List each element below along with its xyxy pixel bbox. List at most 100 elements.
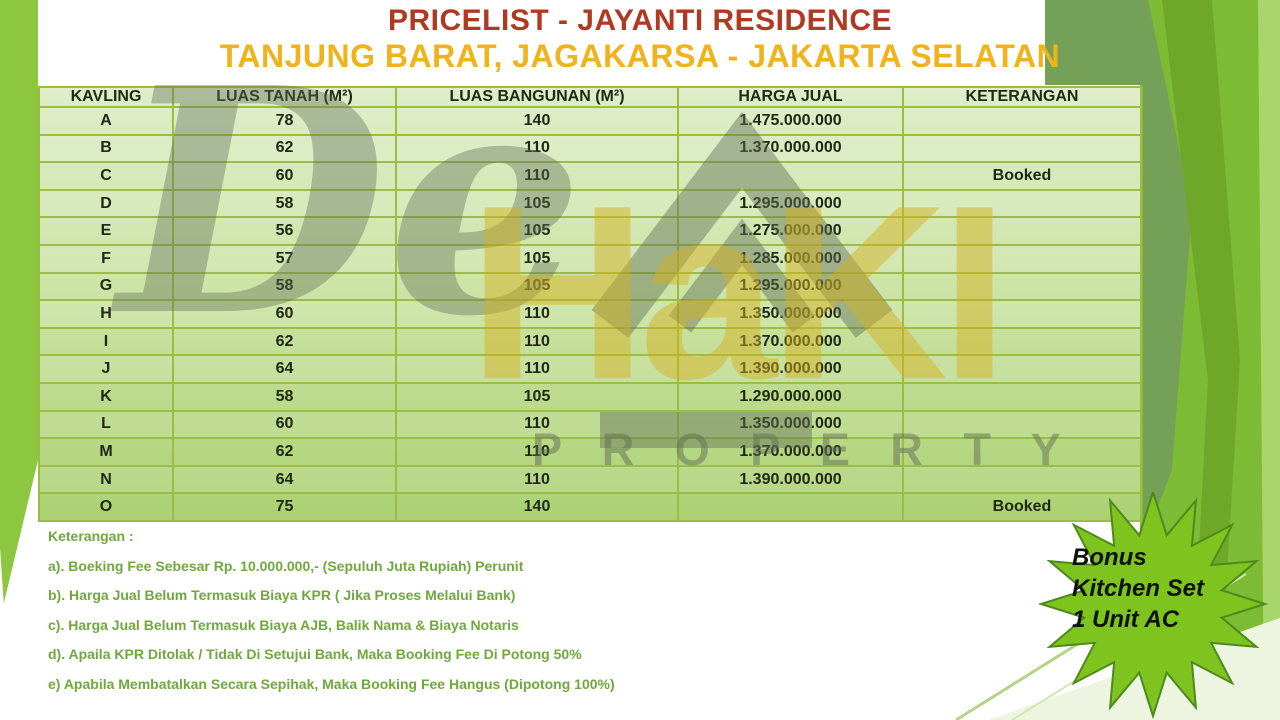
table-row: I 62 110 1.370.000.000 (38, 326, 1142, 357)
bonus-badge: Bonus Kitchen Set 1 Unit AC (1072, 542, 1204, 635)
cell-harga-jual: 1.285.000.000 (677, 243, 904, 274)
cell-harga-jual: 1.390.000.000 (677, 464, 904, 495)
table-row: L 60 110 1.350.000.000 (38, 409, 1142, 440)
cell-keterangan: Booked (902, 161, 1142, 191)
cell-kavling: I (38, 326, 174, 357)
table-row: A 78 140 1.475.000.000 (38, 106, 1142, 136)
badge-line: 1 Unit AC (1072, 606, 1180, 633)
cell-keterangan (902, 326, 1142, 357)
cell-keterangan (902, 381, 1142, 412)
cell-harga-jual: 1.370.000.000 (677, 326, 904, 357)
cell-luas-tanah: 62 (172, 437, 397, 467)
cell-harga-jual (677, 161, 904, 191)
page-header: PRICELIST - JAYANTI RESIDENCE TANJUNG BA… (0, 4, 1280, 74)
column-header-keterangan: KETERANGAN (902, 86, 1142, 108)
note-item: a). Boeking Fee Sebesar Rp. 10.000.000,-… (48, 557, 524, 574)
column-header-harga-jual: HARGA JUAL (677, 86, 904, 108)
cell-luas-bangunan: 140 (395, 106, 679, 136)
cell-luas-tanah: 64 (172, 354, 397, 384)
table-row: E 56 105 1.275.000.000 (38, 216, 1142, 246)
table-row: B 62 110 1.370.000.000 (38, 133, 1142, 164)
cell-luas-tanah: 62 (172, 326, 397, 357)
cell-luas-tanah: 60 (172, 161, 397, 191)
cell-luas-bangunan: 110 (395, 161, 679, 191)
cell-kavling: E (38, 216, 174, 246)
cell-harga-jual: 1.475.000.000 (677, 106, 904, 136)
cell-harga-jual: 1.350.000.000 (677, 409, 904, 440)
notes-section: Keterangan : a). Boeking Fee Sebesar Rp.… (48, 522, 615, 699)
cell-luas-bangunan: 140 (395, 492, 679, 522)
cell-kavling: H (38, 299, 174, 329)
cell-luas-tanah: 58 (172, 188, 397, 219)
cell-luas-bangunan: 110 (395, 437, 679, 467)
notes-heading: Keterangan : (48, 528, 134, 544)
cell-keterangan (902, 216, 1142, 246)
table-row: D 58 105 1.295.000.000 (38, 188, 1142, 219)
cell-harga-jual: 1.370.000.000 (677, 133, 904, 164)
cell-luas-tanah: 57 (172, 243, 397, 274)
cell-keterangan (902, 299, 1142, 329)
table-row: M 62 110 1.370.000.000 (38, 437, 1142, 467)
cell-luas-bangunan: 105 (395, 188, 679, 219)
cell-luas-tanah: 58 (172, 271, 397, 302)
cell-luas-bangunan: 110 (395, 326, 679, 357)
cell-kavling: A (38, 106, 174, 136)
page-subtitle: TANJUNG BARAT, JAGAKARSA - JAKARTA SELAT… (219, 38, 1061, 74)
cell-keterangan (902, 133, 1142, 164)
cell-luas-bangunan: 110 (395, 299, 679, 329)
badge-line: Bonus (1072, 544, 1147, 571)
cell-keterangan: Booked (902, 492, 1142, 522)
page-title: PRICELIST - JAYANTI RESIDENCE (387, 4, 893, 37)
cell-kavling: K (38, 381, 174, 412)
cell-harga-jual (677, 492, 904, 522)
cell-kavling: B (38, 133, 174, 164)
table-row: O 75 140 Booked (38, 492, 1142, 522)
starburst-icon (1037, 492, 1269, 720)
cell-kavling: J (38, 354, 174, 384)
cell-luas-tanah: 62 (172, 133, 397, 164)
column-header-kavling: KAVLING (38, 86, 174, 108)
table-header-row: KAVLING LUAS TANAH (M²) LUAS BANGUNAN (M… (38, 86, 1142, 108)
cell-luas-bangunan: 110 (395, 133, 679, 164)
cell-kavling: N (38, 464, 174, 495)
cell-keterangan (902, 243, 1142, 274)
cell-harga-jual: 1.370.000.000 (677, 437, 904, 467)
cell-luas-bangunan: 105 (395, 243, 679, 274)
cell-luas-bangunan: 105 (395, 381, 679, 412)
note-item: b). Harga Jual Belum Termasuk Biaya KPR … (48, 587, 516, 603)
cell-luas-bangunan: 105 (395, 271, 679, 302)
cell-kavling: L (38, 409, 174, 440)
cell-harga-jual: 1.350.000.000 (677, 299, 904, 329)
pricelist-table: KAVLING LUAS TANAH (M²) LUAS BANGUNAN (M… (38, 86, 1142, 522)
cell-kavling: D (38, 188, 174, 219)
cell-harga-jual: 1.295.000.000 (677, 188, 904, 219)
note-item: c). Harga Jual Belum Termasuk Biaya AJB,… (48, 616, 519, 633)
cell-luas-bangunan: 110 (395, 464, 679, 495)
cell-luas-bangunan: 105 (395, 216, 679, 246)
cell-luas-tanah: 58 (172, 381, 397, 412)
badge-line: Kitchen Set (1072, 575, 1205, 602)
cell-luas-bangunan: 110 (395, 354, 679, 384)
cell-keterangan (902, 106, 1142, 136)
table-row: F 57 105 1.285.000.000 (38, 243, 1142, 274)
table-row: N 64 110 1.390.000.000 (38, 464, 1142, 495)
column-header-luas-tanah: LUAS TANAH (M²) (172, 86, 397, 108)
cell-kavling: F (38, 243, 174, 274)
cell-luas-tanah: 78 (172, 106, 397, 136)
cell-harga-jual: 1.390.000.000 (677, 354, 904, 384)
cell-kavling: M (38, 437, 174, 467)
cell-keterangan (902, 188, 1142, 219)
cell-keterangan (902, 271, 1142, 302)
cell-luas-tanah: 60 (172, 299, 397, 329)
cell-luas-tanah: 75 (172, 492, 397, 522)
pricelist-body: A 78 140 1.475.000.000 B 62 110 1.370.000.000 C 6… (38, 106, 1142, 522)
column-header-luas-bangunan: LUAS BANGUNAN (M²) (395, 86, 679, 108)
cell-luas-bangunan: 110 (395, 409, 679, 440)
table-row: G 58 105 1.295.000.000 (38, 271, 1142, 302)
table-row: H 60 110 1.350.000.000 (38, 299, 1142, 329)
cell-harga-jual: 1.295.000.000 (677, 271, 904, 302)
cell-luas-tanah: 60 (172, 409, 397, 440)
cell-harga-jual: 1.290.000.000 (677, 381, 904, 412)
note-item: d). Apaila KPR Ditolak / Tidak Di Setuju… (48, 646, 582, 662)
cell-keterangan (902, 464, 1142, 495)
